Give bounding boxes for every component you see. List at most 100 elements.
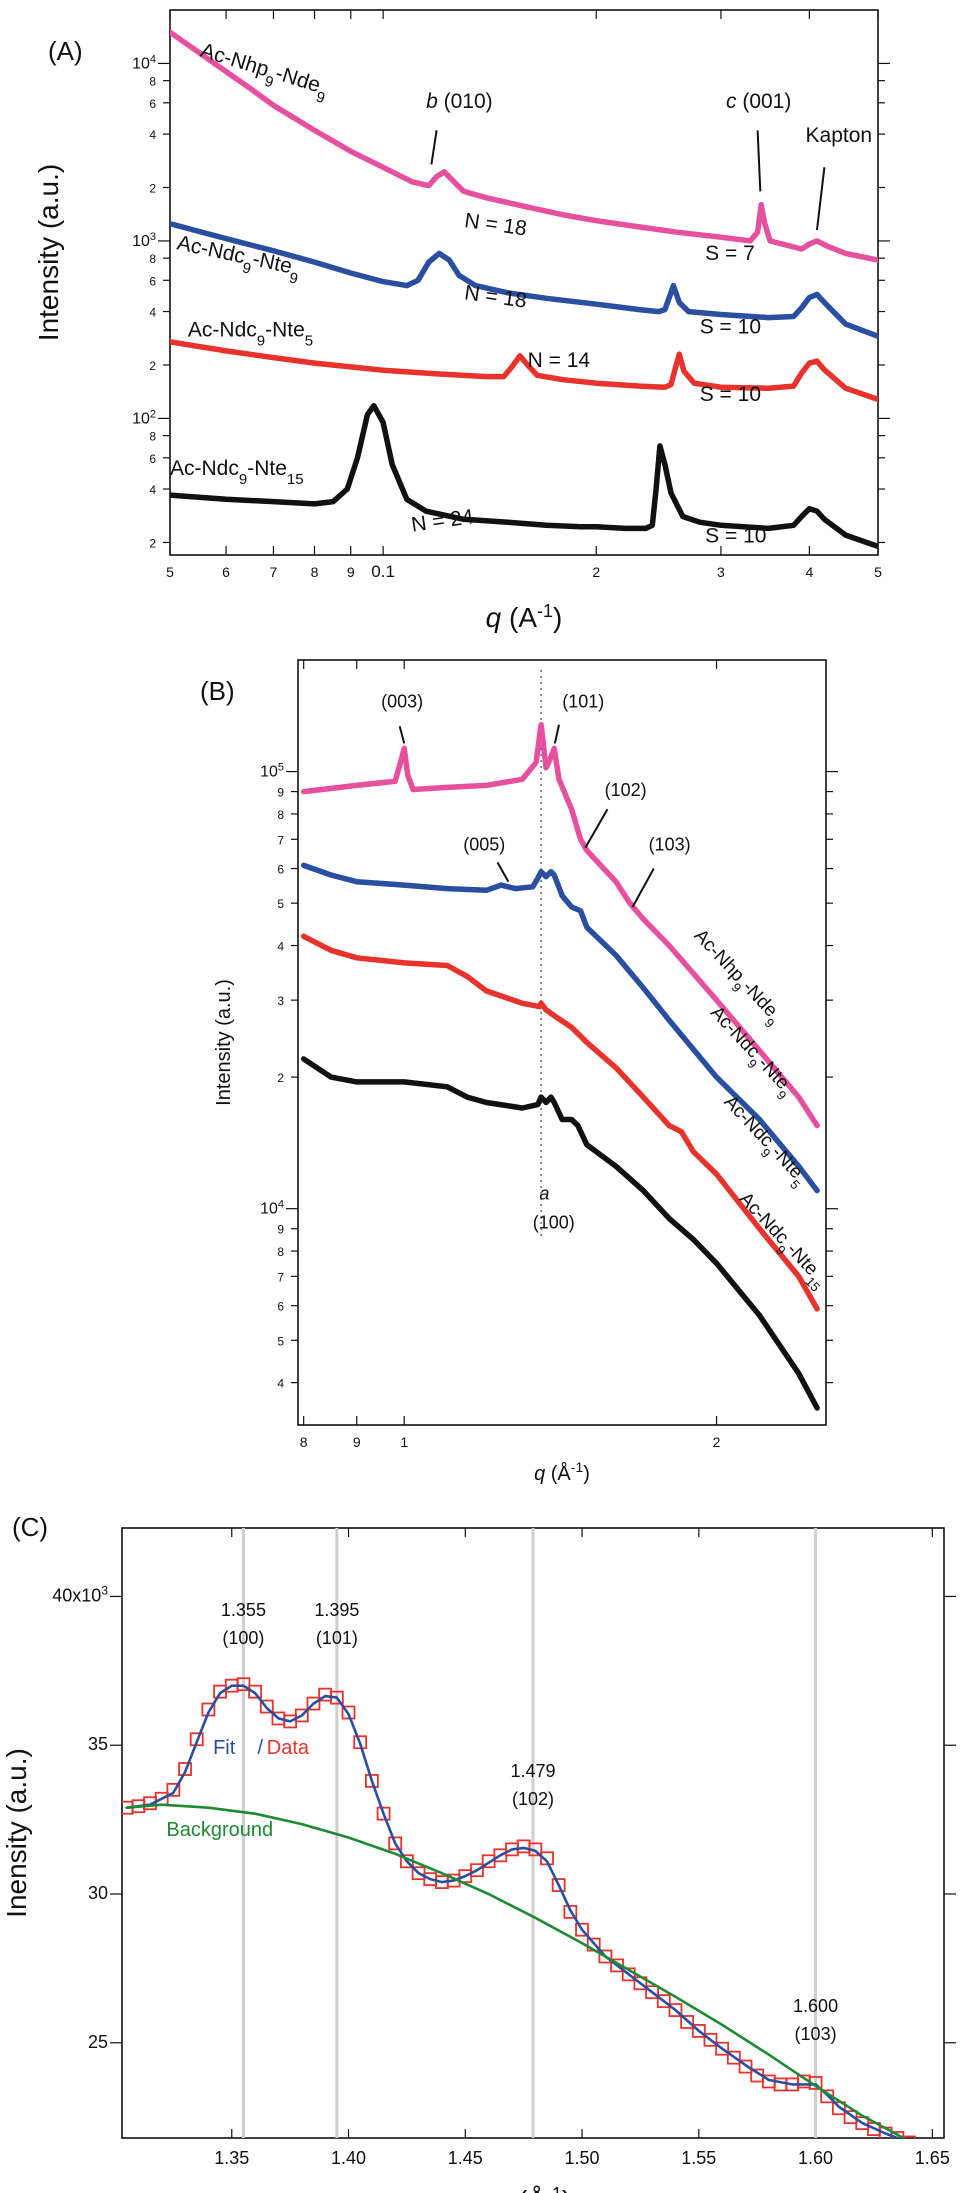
annotation-part: (003) (381, 692, 423, 712)
x-axis-unit: (A (501, 602, 537, 633)
series-legend-label: Data (267, 1737, 310, 1759)
y-tick-label: 104 (132, 53, 156, 72)
y-tick-label: 3 (277, 994, 284, 1008)
annotation-leader (430, 130, 438, 165)
data-point (691, 2023, 706, 2038)
annotation-part: (101) (562, 692, 604, 712)
annotation: (101) (562, 692, 604, 712)
data-point (470, 1863, 484, 1878)
peak-position-label: 1.600 (793, 1996, 838, 2016)
peak-position-label: 1.395 (314, 1600, 359, 1620)
y-tick-label: 9 (277, 786, 284, 800)
y-tick-label: 4 (149, 483, 156, 497)
y-axis-title: Inensity (a.u.) (1, 1748, 32, 1918)
x-axis-unit-exp: -1 (537, 601, 553, 621)
x-axis-title: q (Å-1) (495, 2184, 572, 2193)
annotation-leader (398, 725, 406, 744)
x-tick-label: 8 (311, 564, 319, 580)
y-tick-label: 8 (149, 252, 156, 266)
panel-letter: (C) (12, 1512, 48, 1542)
series-label-part: 15 (287, 470, 304, 487)
y-tick-text: 30 (88, 1883, 108, 1903)
series-line-0 (170, 29, 878, 263)
y-tick-exp: 3 (101, 1583, 108, 1597)
y-tick-label: 4 (277, 940, 284, 954)
annotation-leader (496, 861, 510, 883)
annotation-part: c (726, 90, 737, 113)
annotation-part: N = 18 (463, 209, 528, 240)
y-tick-base: 10 (132, 410, 150, 427)
series-label-part: Ac-Ndc (735, 1189, 793, 1249)
y-tick-text: 8 (277, 808, 284, 822)
peak-position-label: 1.479 (510, 1761, 555, 1781)
data-point (738, 2059, 753, 2074)
y-tick-label: 2 (149, 181, 156, 195)
y-axis-title: Intensity (a.u.) (33, 164, 64, 341)
series-line-2 (125, 1803, 907, 2138)
x-tick-label: 8 (300, 1434, 308, 1450)
y-tick-label: 2 (149, 359, 156, 373)
y-tick-label: 103 (132, 231, 156, 250)
annotation-part: N = 14 (528, 349, 591, 372)
annotation-part: S = 10 (705, 524, 766, 547)
peak-index-label: (102) (512, 1789, 554, 1809)
y-tick-label: 104 (260, 1199, 284, 1218)
annotation-leader (584, 808, 609, 849)
plot-frame (169, 9, 879, 556)
series-line-3 (170, 402, 878, 550)
y-tick-text: 8 (149, 430, 156, 444)
peak-position-label: 1.355 (221, 1600, 266, 1620)
series-label-part: 9 (241, 259, 253, 277)
series-label-part: Ac-Ndc (170, 457, 239, 480)
y-tick-label: 40x103 (52, 1583, 108, 1605)
y-tick-label: 4 (277, 1377, 284, 1391)
x-tick-label: 1.60 (798, 2148, 833, 2168)
annotation-part: (001) (737, 90, 792, 113)
x-tick-label: 1.55 (681, 2148, 716, 2168)
x-tick-label: 3 (717, 564, 725, 580)
data-point (645, 1985, 659, 2000)
annotation-part: (100) (533, 1213, 575, 1233)
y-tick-exp: 2 (150, 408, 156, 420)
annotation-part: (103) (649, 834, 691, 854)
y-tick-label: 25 (88, 2032, 108, 2052)
y-tick-text: 35 (88, 1734, 108, 1754)
series-legend-label: Background (166, 1819, 273, 1841)
data-point (376, 1806, 391, 1821)
y-tick-text: 40x10 (52, 1585, 101, 1605)
series-label: Ac-Ndc9-Nte5 (716, 1092, 812, 1192)
data-point (353, 1735, 368, 1750)
annotation: N = 18 (463, 281, 528, 312)
x-axis-unit-close: ) (553, 602, 562, 633)
series-line-2 (170, 339, 878, 403)
x-axis-unit: (Å (545, 1462, 571, 1485)
x-tick-label: 4 (805, 564, 813, 580)
data-point (388, 1836, 403, 1851)
data-point (364, 1774, 379, 1788)
annotation: a (539, 1183, 549, 1203)
y-tick-label: 7 (277, 1270, 284, 1284)
annotation: S = 7 (705, 242, 755, 265)
x-axis-unit-close: ) (562, 2185, 571, 2193)
y-tick-text: 6 (149, 97, 156, 111)
y-tick-label: 4 (149, 306, 156, 320)
annotation: (005) (463, 834, 505, 854)
series-label: Ac-Ndc9-Nte9 (702, 1002, 798, 1102)
y-tick-label: 6 (149, 97, 156, 111)
series-label: Ac-Ndc9-Nte15 (731, 1189, 832, 1295)
y-tick-text: 9 (277, 786, 284, 800)
data-point (248, 1684, 263, 1699)
series-label-part: -Nte (247, 457, 287, 480)
y-tick-text: 25 (88, 2032, 108, 2052)
data-point (563, 1904, 578, 1919)
series-label-part: Ac-Ndc (188, 318, 257, 341)
x-tick-label: 2 (592, 564, 600, 580)
y-tick-text: 7 (277, 833, 284, 847)
y-tick-label: 8 (149, 430, 156, 444)
y-tick-text: 4 (149, 483, 156, 497)
x-axis-unit-exp: -1 (571, 1459, 584, 1475)
